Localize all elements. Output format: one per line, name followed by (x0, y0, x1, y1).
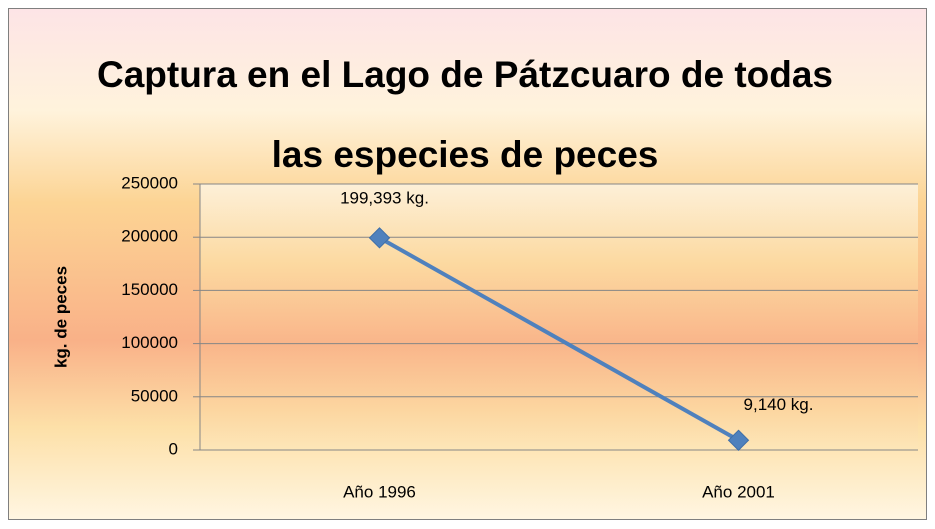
chart-title: Captura en el Lago de Pátzcuaro de todas… (96, 54, 834, 175)
y-tick-label: 250000 (121, 173, 178, 192)
data-label: 199,393 kg. (340, 188, 429, 207)
data-point (368, 227, 391, 249)
y-axis-label: kg. de peces (51, 266, 70, 368)
series-line (378, 236, 740, 443)
y-tick-label: 100000 (121, 333, 178, 352)
y-tick-label: 150000 (121, 280, 178, 299)
data-point (727, 429, 750, 451)
y-tick-label: 50000 (131, 386, 178, 405)
y-tick-label: 0 (169, 439, 178, 458)
data-label: 9,140 kg. (744, 395, 814, 414)
x-tick-label: Año 1996 (343, 482, 416, 501)
y-tick-label: 200000 (121, 227, 178, 246)
x-tick-label: Año 2001 (702, 482, 775, 501)
plot-area (200, 184, 918, 450)
